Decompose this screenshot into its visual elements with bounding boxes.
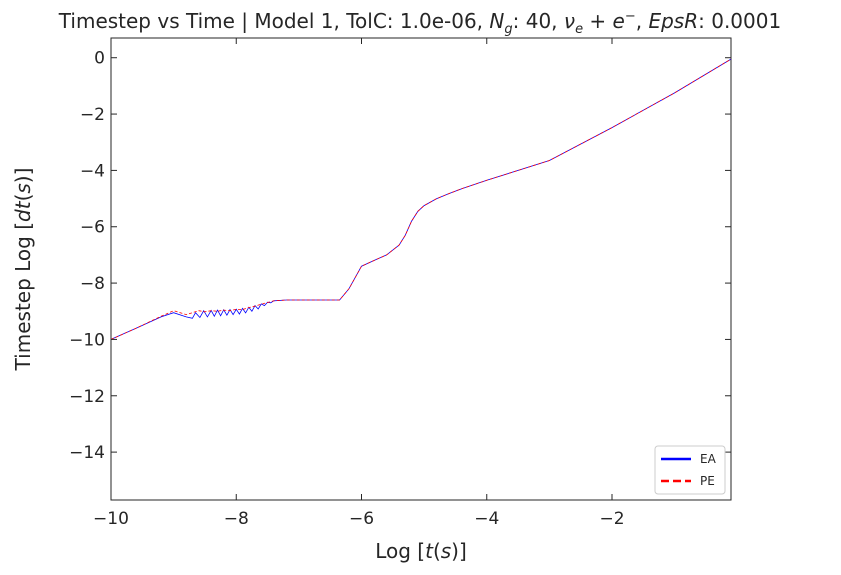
title-nu: ν [564,9,575,33]
x-tick-label: −2 [599,509,624,529]
plot-frame [110,37,732,501]
y-tick-label: −6 [80,218,105,238]
tick-layer: −10 −8 −6 −4 −2 0 −2 −4 −6 −8 −10 −12 −14 [69,38,731,529]
legend: EA PE [654,445,726,495]
x-tick-label: −8 [224,509,249,529]
y-label-unit: s [11,183,35,193]
title-eps-value: : 0.0001 [698,9,781,33]
legend-label-pe: PE [700,474,715,488]
title-nu-sub: e [575,22,583,37]
series-layer [110,58,732,340]
y-tick-label: −2 [80,105,105,125]
title-prefix: Timestep vs Time | Model 1, TolC: 1.0e-0… [58,9,490,33]
y-axis-label: Timestep Log [dt(s)] [11,168,35,372]
x-label-suffix: )] [451,539,467,563]
x-tick-label: −6 [349,509,374,529]
title-ng-sub: g [504,22,512,37]
x-label-unit: s [441,539,451,563]
x-tick-label: −4 [474,509,499,529]
y-tick-label: −14 [69,443,105,463]
y-tick-label: −10 [69,330,105,350]
y-label-var: dt [11,200,35,222]
x-axis-label: Log [t(s)] [375,539,467,563]
x-tick-label: −10 [93,509,129,529]
title-eps-symbol: EpsR [648,9,698,33]
series-line-ea [110,58,732,340]
title-ng-symbol: N [489,9,504,33]
x-label-var: t [425,539,434,563]
title-ng-value: : 40, [513,9,564,33]
series-line-pe [110,58,732,340]
x-label-prefix: Log [ [375,539,425,563]
title-eps-label: , [636,9,649,33]
chart-title: Timestep vs Time | Model 1, TolC: 1.0e-0… [58,9,781,37]
y-tick-label: −12 [69,387,105,407]
y-tick-label: −8 [80,274,105,294]
y-tick-label: −4 [80,161,105,181]
y-label-suffix: )] [11,168,35,184]
title-minus-sup: − [625,9,636,24]
title-plus: + e [583,9,625,33]
y-label-paren: ( [11,194,35,202]
y-label-prefix: Timestep Log [ [11,222,35,371]
y-tick-label: 0 [94,49,105,69]
x-label-paren: ( [433,539,441,563]
legend-label-ea: EA [700,452,717,466]
